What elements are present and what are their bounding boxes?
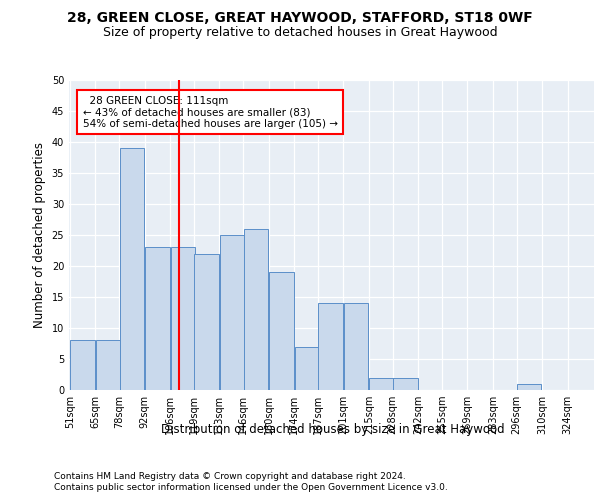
Text: Distribution of detached houses by size in Great Haywood: Distribution of detached houses by size … [161, 422, 505, 436]
Text: Contains HM Land Registry data © Crown copyright and database right 2024.: Contains HM Land Registry data © Crown c… [54, 472, 406, 481]
Text: Contains public sector information licensed under the Open Government Licence v3: Contains public sector information licen… [54, 484, 448, 492]
Bar [70, 340, 95, 390]
Bar [319, 303, 343, 390]
Bar [145, 248, 170, 390]
Y-axis label: Number of detached properties: Number of detached properties [33, 142, 46, 328]
Bar [295, 346, 319, 390]
Bar [171, 248, 195, 390]
Bar [370, 378, 394, 390]
Bar [96, 340, 121, 390]
Bar [269, 272, 293, 390]
Bar [344, 303, 368, 390]
Bar [194, 254, 219, 390]
Bar [244, 229, 268, 390]
Text: Size of property relative to detached houses in Great Haywood: Size of property relative to detached ho… [103, 26, 497, 39]
Bar [220, 235, 244, 390]
Bar [393, 378, 418, 390]
Bar [517, 384, 541, 390]
Bar [119, 148, 144, 390]
Text: 28 GREEN CLOSE: 111sqm
← 43% of detached houses are smaller (83)
54% of semi-det: 28 GREEN CLOSE: 111sqm ← 43% of detached… [83, 96, 338, 128]
Text: 28, GREEN CLOSE, GREAT HAYWOOD, STAFFORD, ST18 0WF: 28, GREEN CLOSE, GREAT HAYWOOD, STAFFORD… [67, 11, 533, 25]
